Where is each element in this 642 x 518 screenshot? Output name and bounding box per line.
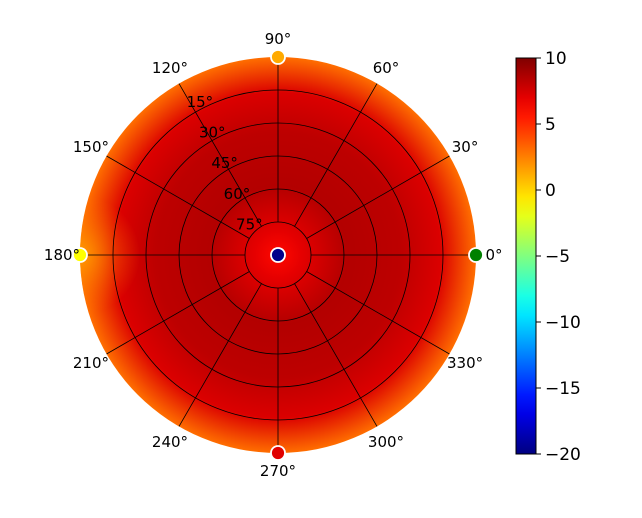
reference-markers — [72, 49, 484, 461]
colorbar-gradient — [515, 57, 537, 455]
polar-grid — [80, 57, 476, 453]
colorbar-tick-label: 10 — [545, 49, 567, 69]
radial-tick-label: 15° — [187, 93, 214, 111]
angle-tick-label: 120° — [152, 59, 188, 77]
colorbar-tick-label: 5 — [545, 115, 556, 135]
angle-tick-label: 300° — [368, 433, 404, 451]
reference-marker — [270, 445, 286, 461]
colorbar-tick-label: −20 — [545, 445, 581, 465]
angle-tick-label: 0° — [485, 246, 502, 264]
radial-tick-label: 45° — [211, 154, 238, 172]
grid-spoke — [294, 83, 378, 227]
grid-spoke — [306, 155, 450, 239]
colorbar-tick-label: −15 — [545, 379, 581, 399]
colorbar: 10 5 0 −5 −10 −15 −20 — [515, 49, 581, 465]
angle-tick-label: 30° — [452, 138, 479, 156]
colorbar-tick-label: 0 — [545, 181, 556, 201]
angle-tick-label: 330° — [447, 354, 483, 372]
reference-marker — [72, 247, 88, 263]
angle-tick-label: 210° — [73, 354, 109, 372]
angle-tick-label: 270° — [260, 462, 296, 480]
heatmap-edge-180 — [80, 195, 140, 315]
angle-tick-label: 240° — [152, 433, 188, 451]
reference-marker — [270, 247, 286, 263]
colorbar-tick-label: −5 — [545, 247, 570, 267]
grid-spoke — [178, 83, 262, 227]
grid-spoke — [106, 271, 250, 355]
grid-spoke — [106, 155, 250, 239]
reference-marker — [468, 247, 484, 263]
angle-tick-label: 180° — [44, 246, 80, 264]
angle-tick-label: 90° — [265, 30, 292, 48]
reference-marker — [270, 49, 286, 65]
grid-spoke — [294, 283, 378, 427]
grid-spoke — [306, 271, 450, 355]
angle-tick-label: 150° — [73, 138, 109, 156]
polar-tick-labels: 0° 30° 60° 90° 120° 150° 180° 210° 240° 270° 300° 3… — [44, 30, 503, 480]
grid-spoke — [178, 283, 262, 427]
radial-tick-label: 75° — [236, 215, 263, 233]
radial-tick-label: 60° — [224, 185, 251, 203]
radial-tick-label: 30° — [199, 124, 226, 142]
angle-tick-label: 60° — [373, 59, 400, 77]
colorbar-tick-label: −10 — [545, 313, 581, 333]
